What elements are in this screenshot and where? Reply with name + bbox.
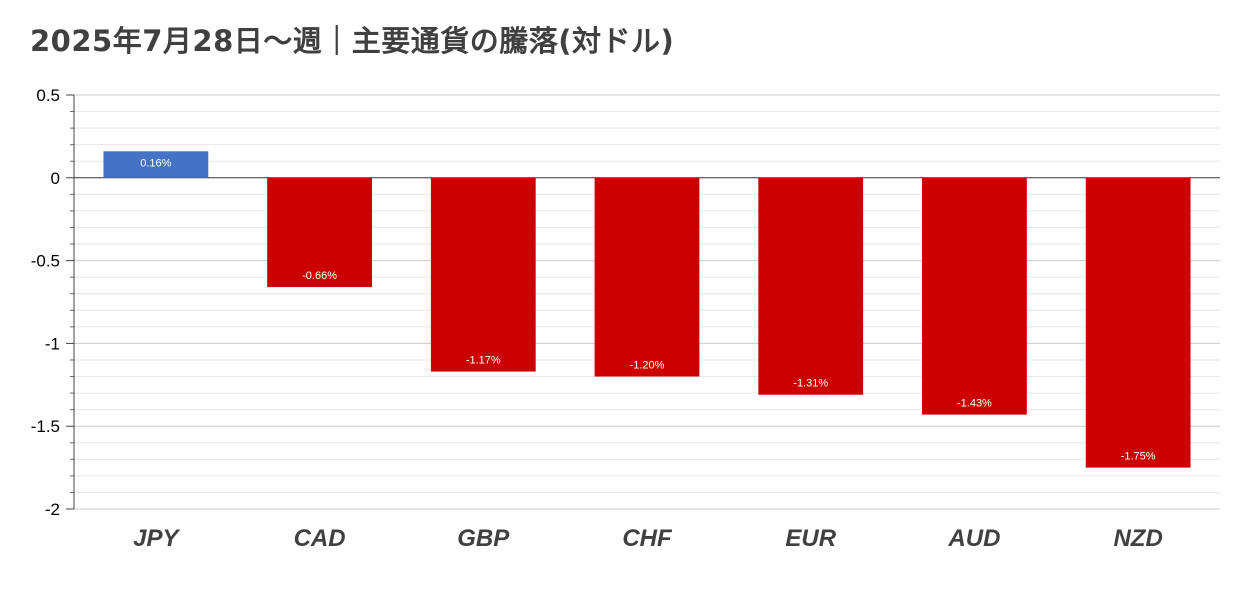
bars xyxy=(103,151,1191,468)
bar-jpy xyxy=(103,151,209,178)
x-tick-label-gbp: GBP xyxy=(457,525,510,552)
y-tick-label: 0 xyxy=(51,169,60,188)
bar-aud xyxy=(922,177,1027,415)
x-tick-label-nzd: NZD xyxy=(1113,525,1162,552)
data-label-cad: -0.66% xyxy=(302,270,337,282)
y-tick-label: 0.5 xyxy=(36,86,60,105)
data-label-nzd: -1.75% xyxy=(1121,451,1156,463)
y-tick-label: -2 xyxy=(45,500,60,519)
x-tick-label-jpy: JPY xyxy=(133,525,180,552)
y-tick-label: -0.5 xyxy=(31,252,60,271)
data-label-jpy: 0.16% xyxy=(140,157,171,169)
bar-gbp xyxy=(430,177,536,372)
y-axis: 0.5 0 -0.5 -1 -1.5 -2 xyxy=(31,86,75,519)
data-label-gbp: -1.17% xyxy=(466,355,501,367)
data-label-aud: -1.43% xyxy=(957,398,992,410)
x-axis: JPY CAD GBP CHF EUR AUD NZD xyxy=(133,525,1163,552)
x-tick-label-aud: AUD xyxy=(947,525,1000,552)
data-label-chf: -1.20% xyxy=(630,360,665,372)
bar-chf xyxy=(594,177,700,377)
y-tick-label: -1.5 xyxy=(31,417,60,436)
bar-eur xyxy=(758,177,864,395)
bar-nzd xyxy=(1085,177,1191,468)
bar-cad xyxy=(267,177,372,288)
x-tick-label-eur: EUR xyxy=(785,525,836,552)
chart-title: 2025年7月28日～週｜主要通貨の騰落(対ドル) xyxy=(30,24,675,58)
x-tick-label-chf: CHF xyxy=(622,525,673,552)
data-labels: 0.16% -0.66% -1.17% -1.20% -1.31% -1.43% -1.75… xyxy=(140,157,1156,462)
y-tick-label: -1 xyxy=(45,334,60,353)
data-label-eur: -1.31% xyxy=(793,378,828,390)
x-tick-label-cad: CAD xyxy=(294,525,346,552)
